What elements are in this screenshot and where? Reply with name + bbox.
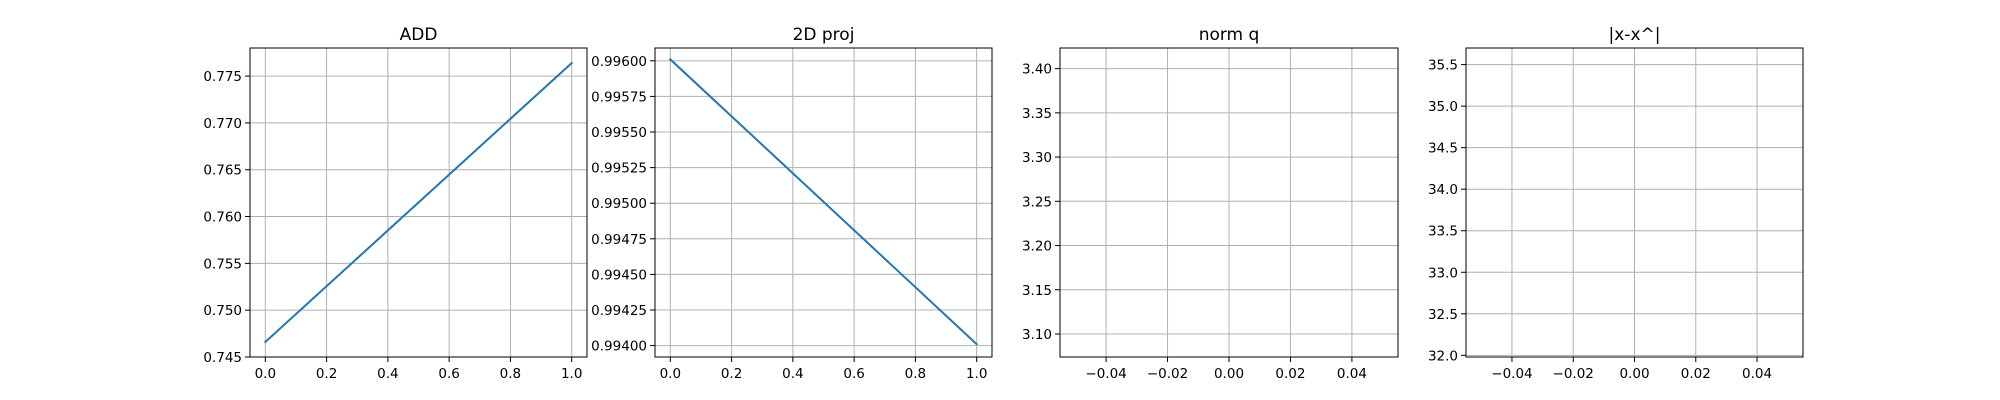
y-tick-label: 0.755 xyxy=(203,256,242,272)
subplot-title: ADD xyxy=(400,25,438,45)
grid xyxy=(1060,48,1398,357)
subplot-title: |x-x^| xyxy=(1609,25,1661,45)
grid xyxy=(655,48,992,357)
y-tick-label: 0.99600 xyxy=(591,54,647,70)
axes-frame xyxy=(1465,47,1804,358)
y-tick-label: 0.99475 xyxy=(591,232,647,248)
y-tick-label: 0.99400 xyxy=(591,339,647,355)
y-tick-label: 0.745 xyxy=(203,350,242,366)
y-tick-label: 0.775 xyxy=(203,69,242,85)
y-tick-label: 3.35 xyxy=(1022,106,1052,122)
x-tick-label: −0.04 xyxy=(1085,366,1126,382)
x-tick-label: 0.6 xyxy=(843,366,864,382)
x-tick-label: 0.02 xyxy=(1681,366,1711,382)
y-tick-label: 0.99500 xyxy=(591,196,647,212)
subplot-x-error: |x-x^| −0.04 −0.02 0.00 0.02 0.04 32.0 32.5 33.… xyxy=(1428,25,1804,382)
y-tick-label: 0.765 xyxy=(203,163,242,179)
y-tick-label: 3.10 xyxy=(1022,327,1052,343)
y-tick-label: 34.0 xyxy=(1428,182,1458,198)
x-tick-label: −0.02 xyxy=(1147,366,1188,382)
subplot-2d-proj: 2D proj 0.0 0.2 0.4 0.6 0.8 1.0 0.99400 0.99425… xyxy=(591,25,993,382)
x-tick-label: 0.0 xyxy=(660,366,681,382)
y-tick-label: 34.5 xyxy=(1428,141,1458,157)
y-tick-label: 3.40 xyxy=(1022,62,1052,78)
y-tick-label: 32.0 xyxy=(1428,348,1458,364)
y-tick-label: 0.99525 xyxy=(591,161,647,177)
y-tick-label: 0.770 xyxy=(203,116,242,132)
y-tick-label: 35.0 xyxy=(1428,99,1458,115)
x-tick-label: −0.04 xyxy=(1491,366,1532,382)
y-tick-label: 0.99550 xyxy=(591,125,647,141)
x-tick-label: 0.4 xyxy=(782,366,803,382)
x-tick-label: 0.02 xyxy=(1275,366,1305,382)
subplot-title: 2D proj xyxy=(793,25,855,45)
x-tick-label: 0.2 xyxy=(721,366,742,382)
grid xyxy=(250,48,587,358)
axes-frame xyxy=(654,47,993,358)
x-tick-label: 0.00 xyxy=(1214,366,1244,382)
x-tick-label: 0.8 xyxy=(905,366,926,382)
subplot-title: norm q xyxy=(1199,25,1260,45)
x-tick-label: 0.4 xyxy=(377,366,398,382)
y-tick-label: 35.5 xyxy=(1428,58,1458,74)
x-tick-label: 0.04 xyxy=(1337,366,1367,382)
axes-frame xyxy=(249,47,588,358)
x-tick-label: 0.00 xyxy=(1619,366,1649,382)
y-tick-label: 3.25 xyxy=(1022,194,1052,210)
x-tick-label: 0.2 xyxy=(316,366,337,382)
series-line xyxy=(668,57,979,346)
x-tick-label: 1.0 xyxy=(966,366,987,382)
x-tick-label: 0.8 xyxy=(500,366,521,382)
subplot-add: ADD 0.0 0.2 0.4 0.6 0.8 1.0 0.745 0.750 0.755 0.7… xyxy=(203,25,588,382)
x-tick-label: 1.0 xyxy=(561,366,582,382)
y-tick-label: 0.750 xyxy=(203,303,242,319)
y-tick-label: 3.15 xyxy=(1022,283,1052,299)
axes-frame xyxy=(1059,47,1399,358)
y-tick-label: 33.0 xyxy=(1428,265,1458,281)
x-tick-label: 0.0 xyxy=(255,366,276,382)
y-tick-label: 33.5 xyxy=(1428,224,1458,240)
y-tick-label: 3.30 xyxy=(1022,150,1052,166)
series-line xyxy=(263,61,574,344)
y-tick-label: 0.99450 xyxy=(591,267,647,283)
y-tick-label: 0.760 xyxy=(203,210,242,226)
y-tick-label: 0.99575 xyxy=(591,89,647,105)
grid xyxy=(1466,48,1803,357)
y-tick-label: 0.99425 xyxy=(591,303,647,319)
y-tick-label: 32.5 xyxy=(1428,307,1458,323)
subplot-norm-q: norm q −0.04 −0.02 0.00 0.02 0.04 3.10 3.15 3.2… xyxy=(1022,25,1399,382)
x-tick-label: 0.6 xyxy=(438,366,459,382)
x-tick-label: −0.02 xyxy=(1553,366,1594,382)
x-tick-label: 0.04 xyxy=(1742,366,1772,382)
y-tick-label: 3.20 xyxy=(1022,239,1052,255)
